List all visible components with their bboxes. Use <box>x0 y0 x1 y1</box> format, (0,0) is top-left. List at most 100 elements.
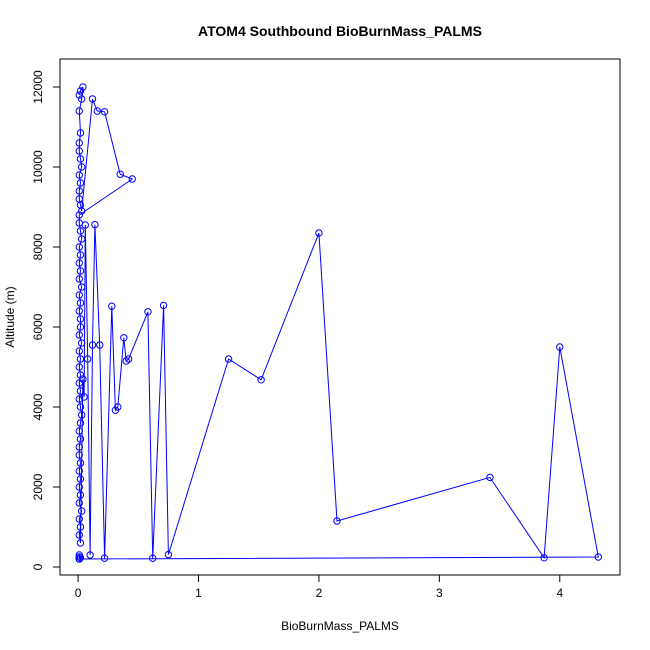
data-point <box>91 220 99 229</box>
y-tick-label: 0 <box>31 563 45 570</box>
data-point <box>79 375 87 383</box>
data-point <box>224 355 233 363</box>
y-tick-label: 12000 <box>31 70 45 104</box>
data-point <box>77 163 86 171</box>
y-axis: 0 2000 4000 6000 8000 10000 12000 <box>31 70 61 570</box>
data-point <box>75 363 83 371</box>
data-point <box>75 107 83 115</box>
data-point <box>76 299 85 307</box>
data-point <box>75 147 83 155</box>
data-point <box>75 451 83 459</box>
data-point <box>79 83 87 91</box>
data-point <box>75 395 83 403</box>
data-point <box>76 403 85 411</box>
y-tick-label: 8000 <box>31 233 45 260</box>
data-point <box>77 207 86 215</box>
x-tick-label: 4 <box>556 586 563 600</box>
data-point <box>88 341 97 349</box>
data-point <box>149 554 157 562</box>
data-point <box>116 170 124 178</box>
data-point <box>76 475 85 483</box>
data-point <box>76 371 85 379</box>
y-tick-label: 6000 <box>31 313 45 340</box>
plot-frame <box>59 58 621 576</box>
data-point <box>594 553 603 561</box>
series-layer <box>75 83 603 563</box>
x-tick-label: 0 <box>75 586 82 600</box>
data-point <box>75 499 83 507</box>
data-point <box>96 341 104 349</box>
series-line <box>78 86 599 560</box>
data-point <box>76 539 85 547</box>
data-point <box>122 357 130 365</box>
data-point <box>486 473 494 482</box>
data-point <box>77 411 86 419</box>
data-point <box>124 355 133 363</box>
data-point <box>144 308 152 316</box>
data-point <box>75 275 83 283</box>
x-tick-label: 2 <box>316 586 323 600</box>
data-point <box>76 227 85 235</box>
chart-title: ATOM4 Southbound BioBurnMass_PALMS <box>198 23 482 39</box>
data-point <box>76 87 85 95</box>
data-point <box>75 443 83 451</box>
data-point <box>75 467 83 475</box>
data-point <box>83 355 92 363</box>
data-point <box>75 243 83 251</box>
x-axis: 0 1 2 3 4 <box>75 574 563 600</box>
data-point <box>75 307 83 315</box>
data-point <box>100 554 109 562</box>
data-point <box>114 403 122 411</box>
y-tick-label: 10000 <box>31 150 45 184</box>
y-axis-label: Altitude (m) <box>3 286 17 347</box>
data-point <box>76 435 85 443</box>
data-point <box>100 108 109 116</box>
data-point <box>257 376 265 384</box>
data-point <box>333 517 341 525</box>
data-point <box>556 343 564 351</box>
data-point <box>76 129 85 137</box>
data-point <box>75 483 83 491</box>
data-point <box>159 301 168 310</box>
data-point <box>164 550 173 559</box>
y-tick-label: 4000 <box>31 393 45 420</box>
data-point <box>76 267 85 275</box>
data-point <box>77 95 86 103</box>
data-point <box>76 155 85 163</box>
x-tick-label: 3 <box>436 586 443 600</box>
data-point <box>76 459 85 467</box>
data-point <box>77 235 86 243</box>
data-point <box>76 554 85 562</box>
data-point <box>76 523 85 531</box>
data-point <box>315 229 323 237</box>
data-point <box>76 323 85 331</box>
data-point <box>75 515 83 523</box>
data-point <box>80 393 88 401</box>
data-point <box>75 531 83 539</box>
data-point <box>75 139 83 147</box>
data-point <box>93 107 102 115</box>
data-point <box>128 175 136 183</box>
data-point <box>75 91 83 99</box>
data-point <box>86 551 94 559</box>
data-point <box>76 419 85 427</box>
data-point <box>75 553 83 561</box>
x-axis-label: BioBurnMass_PALMS <box>281 619 399 633</box>
data-point <box>120 334 128 342</box>
data-point <box>75 347 83 355</box>
x-tick-label: 1 <box>195 586 202 600</box>
data-point <box>75 291 83 299</box>
data-point <box>76 315 85 323</box>
data-point <box>75 555 83 563</box>
data-point <box>75 187 83 195</box>
data-point <box>75 211 83 219</box>
data-point <box>77 283 86 291</box>
data-point <box>77 339 86 347</box>
data-point <box>75 259 83 267</box>
data-point <box>88 95 97 103</box>
data-point <box>540 554 548 562</box>
data-point <box>75 171 83 179</box>
data-point <box>81 221 89 229</box>
data-point <box>77 507 86 515</box>
